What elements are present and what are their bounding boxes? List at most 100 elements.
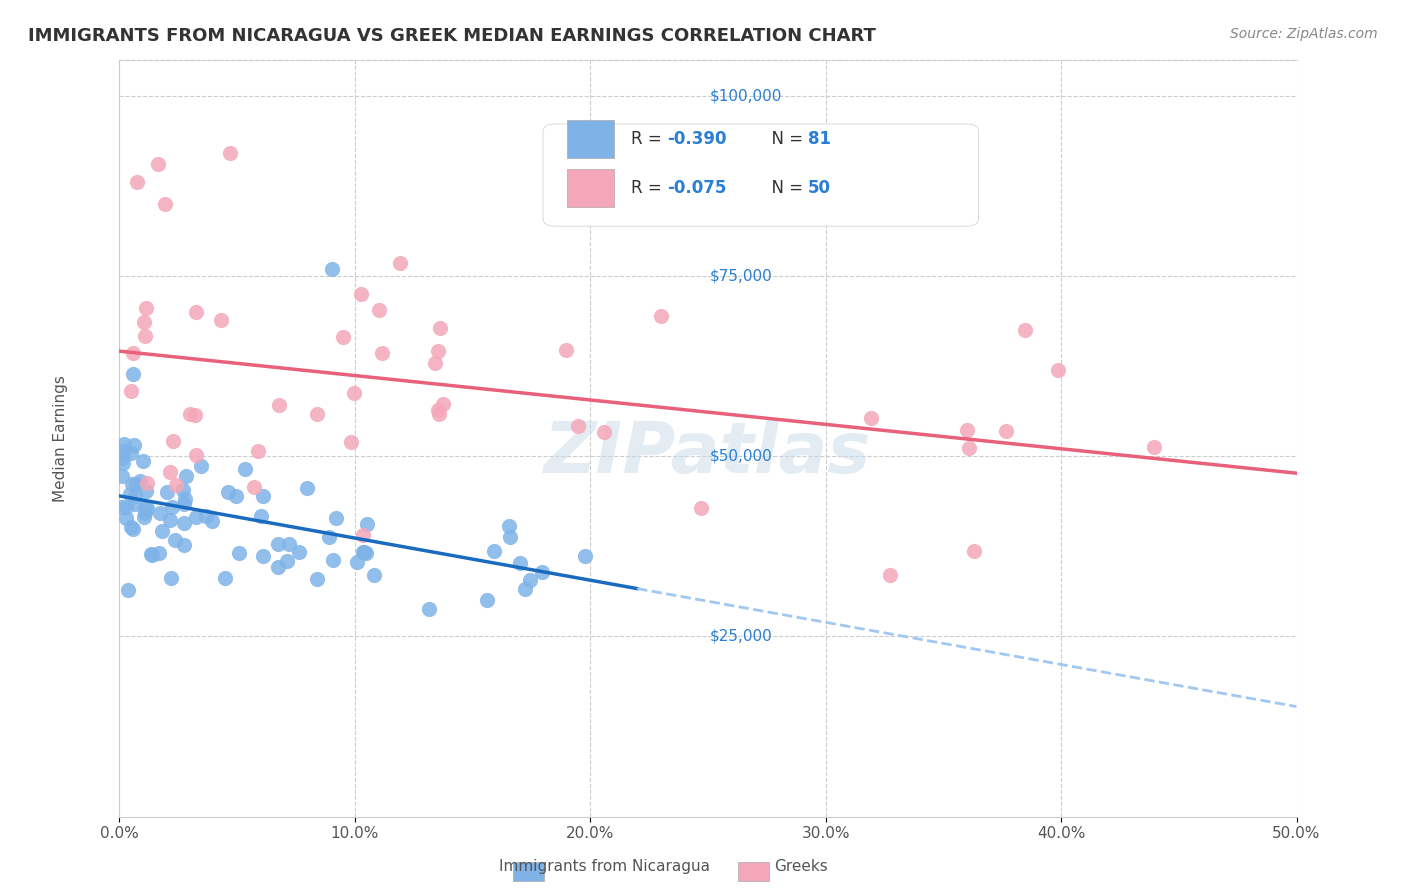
Point (134, 329, 156, 343)
Point (277, 537, 299, 551)
Point (356, 517, 378, 532)
Point (132, 510, 155, 524)
Point (172, 483, 194, 497)
Point (519, 574, 541, 588)
Text: IMMIGRANTS FROM NICARAGUA VS GREEK MEDIAN EARNINGS CORRELATION CHART: IMMIGRANTS FROM NICARAGUA VS GREEK MEDIA… (28, 27, 876, 45)
Text: Source: ZipAtlas.com: Source: ZipAtlas.com (1230, 27, 1378, 41)
Point (217, 485, 239, 500)
Point (879, 568, 901, 582)
Point (134, 506, 156, 520)
Point (179, 407, 201, 421)
Point (141, 548, 163, 562)
Point (498, 519, 520, 533)
Text: -0.075: -0.075 (666, 179, 725, 197)
Point (184, 449, 207, 463)
Point (235, 462, 257, 476)
Point (115, 500, 138, 515)
Text: $50,000: $50,000 (710, 449, 773, 464)
Point (122, 438, 145, 452)
Point (352, 545, 374, 559)
Point (228, 546, 250, 560)
Point (225, 490, 247, 504)
Point (368, 302, 391, 317)
Point (343, 385, 366, 400)
Point (148, 157, 170, 171)
Point (243, 480, 266, 494)
Point (332, 329, 354, 343)
Point (159, 465, 181, 479)
Point (159, 513, 181, 527)
Point (121, 477, 143, 491)
Point (129, 474, 152, 488)
Point (475, 593, 498, 607)
Text: Greeks: Greeks (775, 859, 828, 874)
Point (346, 555, 368, 569)
Point (141, 547, 163, 561)
Point (353, 544, 375, 558)
Point (574, 549, 596, 564)
FancyBboxPatch shape (567, 169, 613, 207)
Point (650, 310, 672, 324)
Point (418, 602, 440, 616)
Point (125, 477, 148, 491)
Point (350, 286, 373, 301)
Point (201, 514, 224, 528)
Point (184, 510, 207, 524)
Point (267, 537, 290, 551)
Point (165, 478, 187, 492)
Point (318, 530, 340, 544)
Point (160, 500, 183, 515)
Point (513, 582, 536, 596)
Text: R =: R = (631, 130, 668, 148)
Point (567, 418, 589, 433)
Text: $100,000: $100,000 (710, 88, 783, 103)
Text: R =: R = (631, 179, 668, 197)
Point (132, 453, 155, 467)
Point (165, 533, 187, 547)
Point (307, 573, 329, 587)
FancyBboxPatch shape (567, 120, 613, 158)
Point (690, 501, 713, 516)
Point (134, 500, 156, 515)
Point (174, 469, 197, 483)
Text: N =: N = (761, 179, 808, 197)
Point (423, 356, 446, 370)
Point (352, 528, 374, 542)
Point (429, 320, 451, 334)
Point (250, 509, 273, 524)
Point (122, 522, 145, 536)
Point (963, 543, 986, 558)
Point (190, 459, 212, 474)
Point (124, 497, 146, 511)
Point (174, 492, 197, 507)
Point (173, 497, 195, 511)
Point (593, 425, 616, 439)
Point (371, 346, 394, 360)
Point (136, 501, 159, 516)
Point (995, 424, 1018, 438)
Point (155, 196, 177, 211)
Point (288, 545, 311, 559)
Point (135, 483, 157, 498)
Point (111, 500, 134, 514)
Point (218, 146, 240, 161)
Point (150, 524, 173, 538)
Point (135, 301, 157, 315)
Text: 81: 81 (808, 130, 831, 148)
Point (252, 489, 274, 503)
Text: -0.390: -0.390 (666, 130, 725, 148)
FancyBboxPatch shape (543, 124, 979, 227)
Point (111, 468, 134, 483)
Point (120, 384, 142, 398)
Point (252, 549, 274, 564)
Point (173, 539, 195, 553)
Point (321, 261, 343, 276)
Point (118, 487, 141, 501)
Point (124, 489, 146, 503)
Point (1014, 322, 1036, 336)
Text: Median Earnings: Median Earnings (53, 375, 67, 501)
Point (340, 435, 363, 450)
Point (1143, 440, 1166, 454)
Point (127, 175, 149, 189)
Point (214, 571, 236, 585)
